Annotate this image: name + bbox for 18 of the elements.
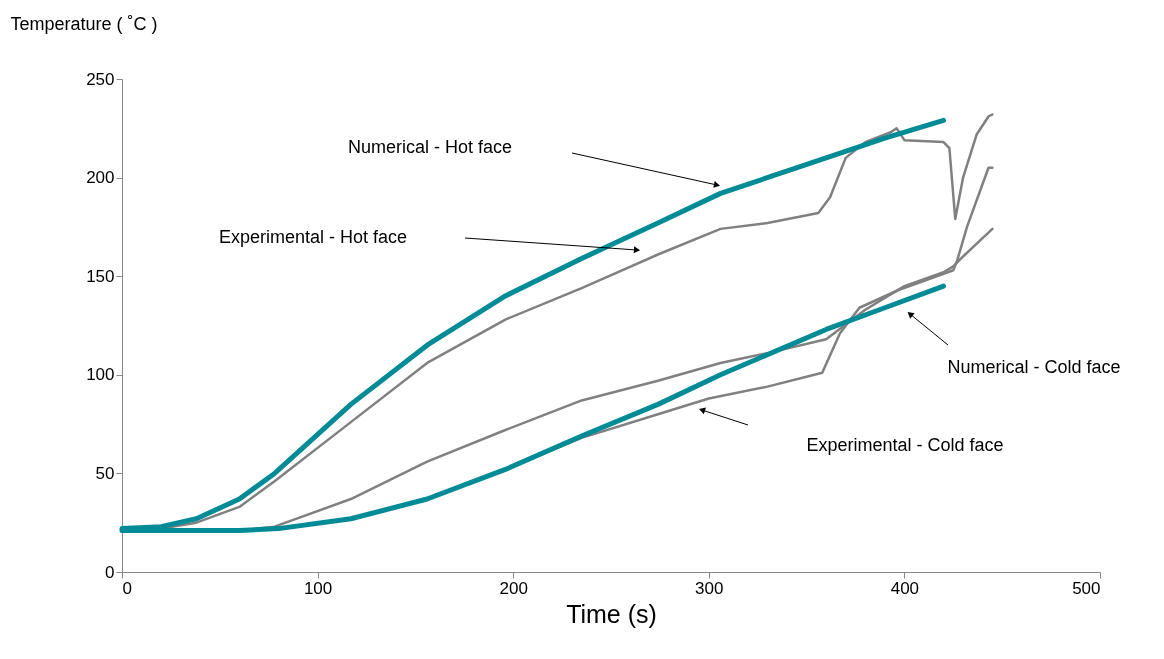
y-tick-label: 200 [86, 168, 115, 188]
x-tick-label: 500 [1072, 578, 1101, 598]
y-tick-label: 50 [95, 463, 115, 483]
x-tick-label: 200 [499, 578, 528, 598]
annotation: Experimental - Cold face [806, 435, 1004, 455]
y-tick-label: 100 [86, 365, 115, 385]
x-tick-label: 100 [303, 578, 333, 598]
x-axis-title: Time (s) [566, 599, 657, 628]
annotation: Numerical - Hot face [347, 137, 513, 157]
annotation: Numerical - Cold face [947, 357, 1121, 377]
annotation: Experimental - Hot face [218, 227, 408, 247]
x-tick-label: 300 [695, 578, 724, 598]
y-axis-title: Temperature ( ˚C ) [10, 13, 158, 34]
y-tick-label: 250 [86, 69, 115, 89]
y-tick-label: 0 [105, 562, 115, 582]
x-tick-label: 400 [890, 578, 920, 598]
x-tick-label: 0 [122, 578, 132, 598]
y-tick-label: 150 [86, 266, 115, 286]
